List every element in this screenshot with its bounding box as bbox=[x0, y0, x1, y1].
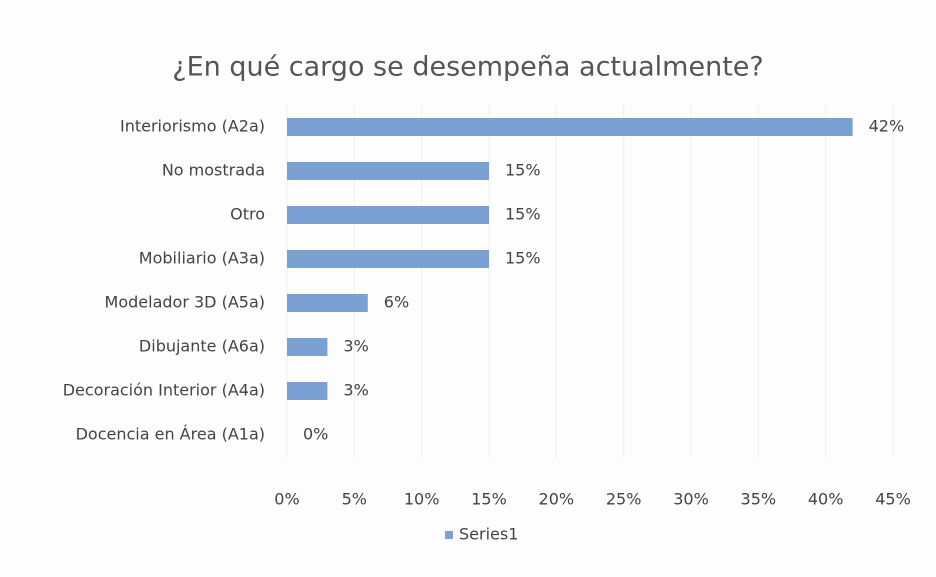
y-tick-label: Dibujante (A6a) bbox=[139, 337, 265, 356]
value-label: 3% bbox=[343, 337, 368, 356]
value-label: 3% bbox=[343, 381, 368, 400]
legend-label: Series1 bbox=[459, 525, 518, 544]
bar bbox=[287, 338, 328, 356]
x-tick-label: 20% bbox=[539, 490, 575, 509]
y-tick-label: Modelador 3D (A5a) bbox=[105, 293, 265, 312]
x-tick-label: 25% bbox=[606, 490, 642, 509]
bar bbox=[287, 162, 489, 180]
chart-title: ¿En qué cargo se desempeña actualmente? bbox=[172, 52, 763, 83]
y-tick-label: No mostrada bbox=[162, 161, 265, 180]
value-label: 42% bbox=[869, 117, 905, 136]
bar bbox=[287, 206, 489, 224]
value-label: 0% bbox=[303, 425, 328, 444]
y-tick-label: Interiorismo (A2a) bbox=[120, 117, 265, 136]
x-tick-label: 40% bbox=[808, 490, 844, 509]
x-tick-label: 15% bbox=[471, 490, 507, 509]
value-label: 15% bbox=[505, 205, 541, 224]
value-label: 15% bbox=[505, 161, 541, 180]
bar bbox=[287, 382, 328, 400]
x-tick-label: 30% bbox=[673, 490, 709, 509]
value-label: 6% bbox=[384, 293, 409, 312]
x-tick-label: 35% bbox=[741, 490, 777, 509]
legend-marker bbox=[445, 531, 453, 539]
y-tick-label: Docencia en Área (A1a) bbox=[76, 425, 265, 444]
value-label: 15% bbox=[505, 249, 541, 268]
bar bbox=[287, 250, 489, 268]
bar bbox=[287, 118, 853, 136]
y-tick-label: Decoración Interior (A4a) bbox=[63, 381, 265, 400]
y-tick-label: Otro bbox=[230, 205, 265, 224]
x-tick-label: 0% bbox=[274, 490, 299, 509]
x-tick-label: 5% bbox=[342, 490, 367, 509]
x-tick-label: 10% bbox=[404, 490, 440, 509]
x-tick-label: 45% bbox=[875, 490, 911, 509]
y-tick-label: Mobiliario (A3a) bbox=[139, 249, 265, 268]
bar bbox=[287, 294, 368, 312]
